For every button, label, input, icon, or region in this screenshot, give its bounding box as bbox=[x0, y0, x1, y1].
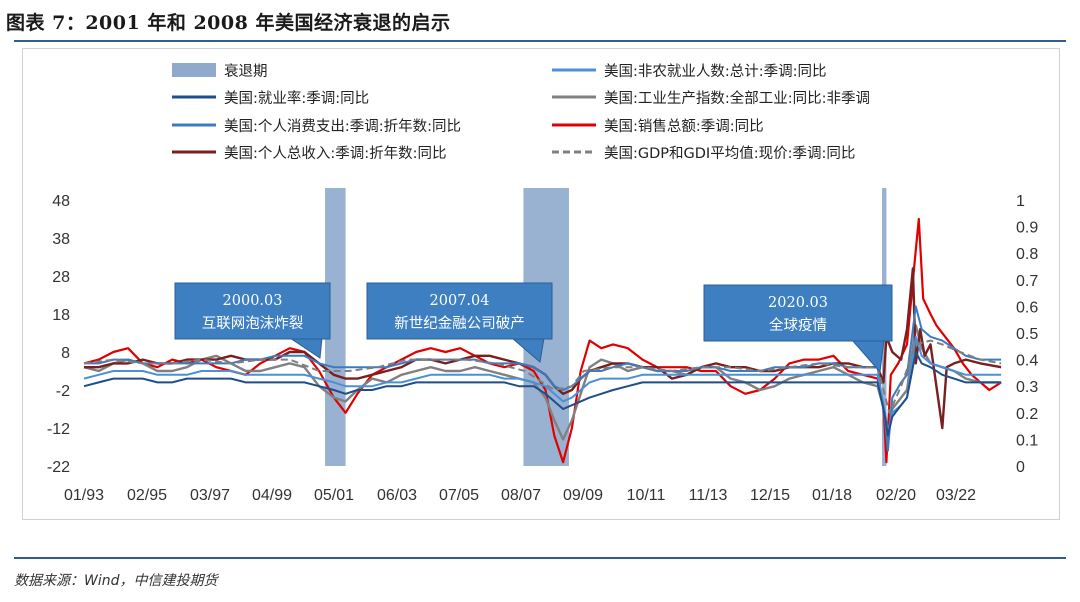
legend-label: 美国:工业生产指数:全部工业:同比:非季调 bbox=[604, 89, 870, 107]
y-right-tick-label: 1 bbox=[1016, 193, 1025, 210]
bottom-rule bbox=[14, 557, 1066, 559]
y-left-tick-label: -22 bbox=[47, 459, 70, 476]
callout-date: 2000.03 bbox=[223, 293, 283, 309]
source-note: 数据来源：Wind，中信建投期货 bbox=[14, 573, 218, 589]
y-right-tick-label: 0.2 bbox=[1016, 406, 1038, 423]
legend-item-4: 美国:工业生产指数:全部工业:同比:非季调 bbox=[552, 89, 870, 107]
legend-label: 美国:就业率:季调:同比 bbox=[224, 90, 369, 107]
callout-box bbox=[703, 284, 893, 342]
x-tick-label: 02/20 bbox=[876, 487, 916, 504]
x-tick-label: 04/99 bbox=[252, 487, 292, 504]
x-tick-label: 08/07 bbox=[501, 487, 541, 504]
x-tick-label: 01/18 bbox=[812, 487, 852, 504]
series-line-1 bbox=[83, 217, 1002, 464]
y-right-tick-label: 0.5 bbox=[1016, 326, 1038, 343]
callout-box bbox=[174, 282, 331, 340]
callout-3: 2020.03 全球疫情 bbox=[703, 284, 893, 374]
legend-item-3: 美国:就业率:季调:同比 bbox=[172, 90, 369, 107]
y-left-tick-label: -2 bbox=[56, 383, 70, 400]
legend-swatch bbox=[172, 63, 216, 77]
callout-label: 全球疫情 bbox=[769, 316, 827, 334]
x-tick-label: 12/15 bbox=[750, 487, 790, 504]
y-right-tick-label: 0.7 bbox=[1016, 273, 1038, 290]
x-tick-label: 09/09 bbox=[563, 487, 603, 504]
y-left-tick-label: 18 bbox=[52, 307, 70, 324]
callout-date: 2007.04 bbox=[430, 293, 490, 309]
x-tick-label: 03/97 bbox=[190, 487, 230, 504]
legend-item-8: 美国:GDP和GDI平均值:现价:季调:同比 bbox=[552, 145, 855, 162]
y-left-tick-label: 38 bbox=[52, 231, 70, 248]
y-right-tick-label: 0.8 bbox=[1016, 246, 1038, 263]
legend-label: 美国:GDP和GDI平均值:现价:季调:同比 bbox=[604, 145, 855, 162]
x-tick-label: 05/01 bbox=[314, 487, 354, 504]
legend-item-7: 美国:个人总收入:季调:折年数:同比 bbox=[172, 145, 447, 162]
callout-label: 互联网泡沫炸裂 bbox=[202, 315, 304, 332]
x-tick-label: 10/11 bbox=[627, 487, 666, 504]
y-right-tick-label: 0 bbox=[1016, 459, 1025, 476]
series-line-6 bbox=[83, 351, 1002, 437]
legend-item-1: 衰退期 bbox=[172, 63, 268, 80]
y-left-tick-label: 48 bbox=[52, 193, 70, 210]
series-lines bbox=[83, 217, 1002, 464]
callouts: 2000.03 互联网泡沫炸裂 2007.04 新世纪金融公司破产 2020.03 全球疫… bbox=[174, 282, 893, 374]
y-right-tick-label: 0.9 bbox=[1016, 220, 1038, 237]
callout-label: 新世纪金融公司破产 bbox=[394, 315, 525, 332]
x-tick-label: 06/03 bbox=[377, 487, 417, 504]
callout-date: 2020.03 bbox=[768, 295, 828, 311]
x-tick-label: 07/05 bbox=[439, 487, 479, 504]
title-rule bbox=[14, 40, 1066, 42]
legend-label: 美国:销售总额:季调:同比 bbox=[604, 118, 764, 135]
legend-item-5: 美国:个人消费支出:季调:折年数:同比 bbox=[172, 118, 461, 135]
figure-title: 图表 7：2001 年和 2008 年美国经济衰退的启示 bbox=[6, 12, 451, 34]
y-left-tick-label: -12 bbox=[47, 421, 70, 438]
legend-label: 美国:非农就业人数:总计:季调:同比 bbox=[604, 63, 827, 80]
y-right-tick-label: 0.1 bbox=[1016, 432, 1038, 449]
legend-item-2: 美国:非农就业人数:总计:季调:同比 bbox=[552, 63, 827, 80]
y-right-tick-label: 0.6 bbox=[1016, 299, 1038, 316]
x-tick-label: 01/93 bbox=[64, 487, 104, 504]
series-line-7 bbox=[83, 339, 1002, 414]
legend-item-6: 美国:销售总额:季调:同比 bbox=[552, 118, 764, 135]
legend-label: 美国:个人消费支出:季调:折年数:同比 bbox=[224, 118, 461, 135]
x-tick-label: 11/13 bbox=[689, 487, 728, 504]
y-left-tick-label: 8 bbox=[61, 345, 70, 362]
x-tick-label: 03/22 bbox=[936, 487, 976, 504]
y-right-tick-label: 0.3 bbox=[1016, 379, 1038, 396]
y-right-tick-label: 0.4 bbox=[1016, 353, 1038, 370]
recession-band-1 bbox=[325, 188, 346, 466]
x-tick-label: 02/95 bbox=[127, 487, 167, 504]
callout-box bbox=[366, 282, 553, 340]
legend-label: 美国:个人总收入:季调:折年数:同比 bbox=[224, 145, 447, 162]
axes: 48 38 28 18 8 -2 -12 -22 1 0.9 0.8 0.7 0.6 0.5 0.4 0.3 0… bbox=[47, 193, 1038, 504]
legend-label: 衰退期 bbox=[224, 63, 268, 80]
y-left-tick-label: 28 bbox=[52, 269, 70, 286]
callout-1: 2000.03 互联网泡沫炸裂 bbox=[174, 282, 331, 359]
callout-2: 2007.04 新世纪金融公司破产 bbox=[366, 282, 553, 363]
